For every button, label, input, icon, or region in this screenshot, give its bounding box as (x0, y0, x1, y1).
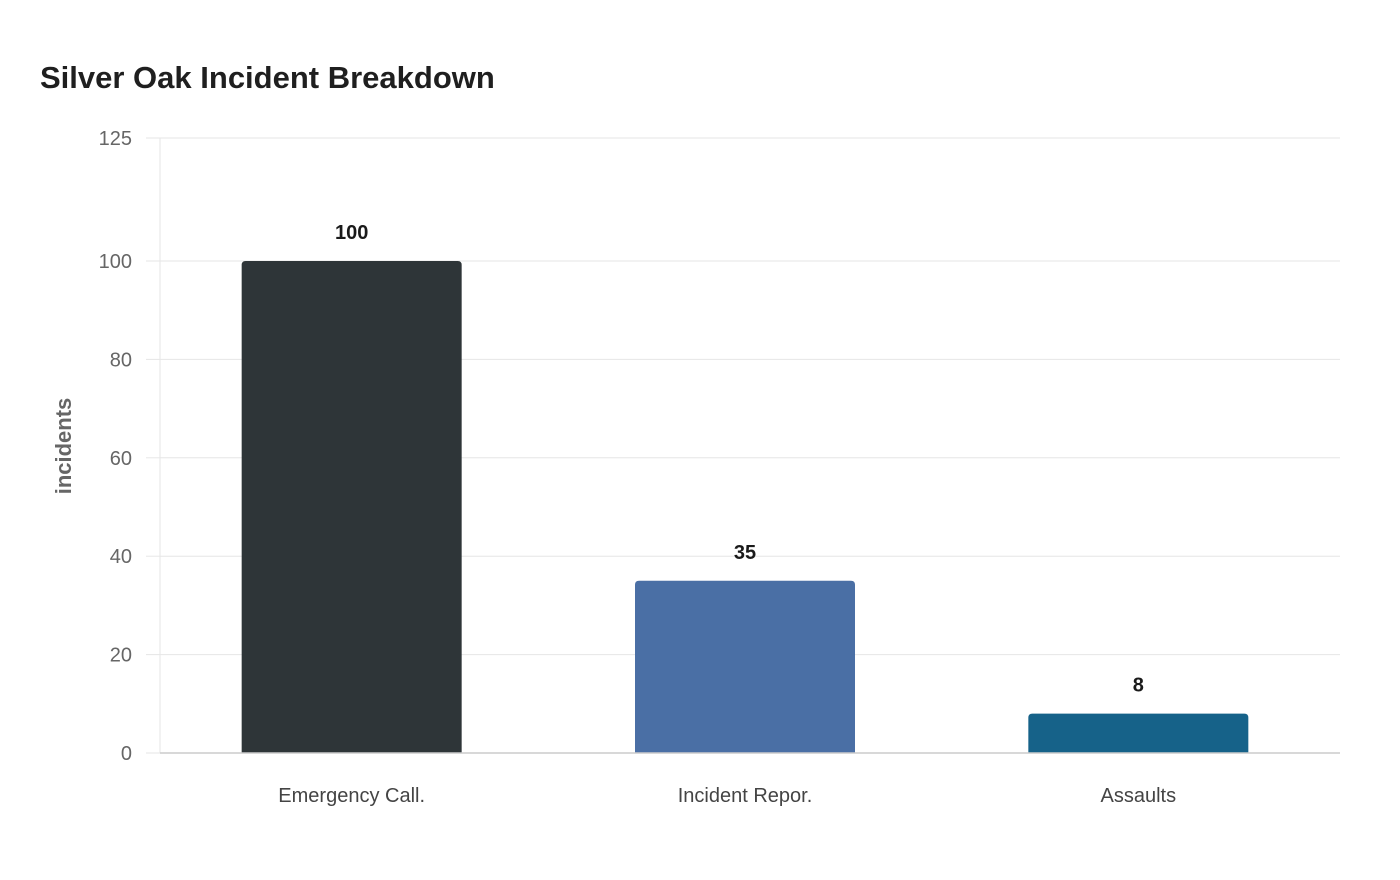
y-tick-label: 40 (110, 546, 132, 568)
y-tick-label: 20 (110, 645, 132, 667)
bar (635, 580, 855, 753)
x-tick-label: Assaults (1101, 785, 1177, 807)
bar-value-label: 100 (335, 222, 368, 244)
y-tick-label: 0 (121, 743, 132, 765)
y-tick-label: 125 (99, 128, 132, 150)
chart-title: Silver Oak Incident Breakdown (40, 60, 495, 95)
bars (241, 261, 1249, 753)
y-axis-title: incidents (51, 398, 76, 495)
x-tick-label: Incident Repor. (678, 785, 813, 807)
x-tick-label: Emergency Call. (278, 785, 425, 807)
bar-value-label: 8 (1133, 675, 1144, 697)
bar (241, 261, 462, 753)
data-labels: 100 35 8 (335, 222, 1144, 697)
bar-value-label: 35 (734, 542, 756, 564)
y-tick-label: 100 (99, 251, 132, 273)
y-axis-ticks: 0 20 40 60 80 100 125 (99, 128, 160, 765)
bar (1028, 713, 1249, 753)
y-tick-label: 80 (110, 349, 132, 371)
x-axis-categories: Emergency Call. Incident Repor. Assaults (278, 785, 1176, 807)
y-tick-label: 60 (110, 448, 132, 470)
